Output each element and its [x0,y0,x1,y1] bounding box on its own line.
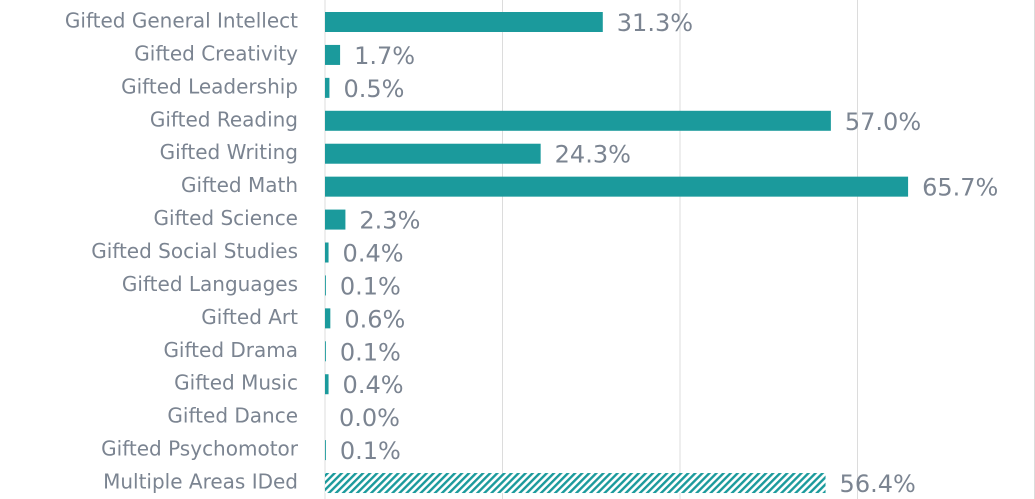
data-label: 0.1% [340,338,401,366]
data-label: 0.1% [340,272,401,300]
data-label: 1.7% [354,42,415,70]
y-tick-label: Gifted Drama [163,338,298,362]
y-tick-label: Gifted Psychomotor [101,437,299,461]
data-label: 65.7% [922,174,998,202]
y-tick-label: Gifted Creativity [134,41,298,65]
data-label: 2.3% [359,207,420,235]
data-label: 0.6% [344,305,405,333]
bar [325,209,346,230]
y-tick-label: Gifted Math [181,173,298,197]
bar [325,440,326,461]
y-tick-label: Gifted Social Studies [91,239,298,263]
bar [325,77,330,98]
data-label: 56.4% [840,470,916,498]
data-label: 0.1% [340,437,401,465]
data-label: 31.3% [617,9,693,37]
data-label: 57.0% [845,108,921,136]
y-tick-label: Multiple Areas IDed [103,470,298,494]
bar [325,176,909,197]
data-label: 0.0% [339,404,400,432]
y-tick-label: Gifted Leadership [121,74,298,98]
data-label: 0.4% [343,240,404,268]
y-tick-label: Gifted Science [154,206,298,230]
y-tick-label: Gifted Music [174,371,298,395]
bar [325,44,341,65]
bar [325,341,326,362]
y-tick-label: Gifted Languages [122,272,298,296]
bar [325,12,603,32]
y-tick-label: Gifted Writing [160,140,298,164]
data-label: 0.4% [343,371,404,399]
y-tick-label: Gifted Reading [150,107,298,131]
bar [325,308,331,329]
bar [325,143,541,164]
bar [325,110,831,131]
y-tick-label: Gifted General Intellect [65,9,298,33]
bar [325,473,826,494]
bar [325,374,329,395]
y-tick-label: Gifted Dance [167,404,298,428]
bar [325,242,329,263]
data-label: 24.3% [555,141,631,169]
data-label: 0.5% [343,75,404,103]
bar [325,275,326,296]
y-tick-label: Gifted Art [201,305,298,329]
